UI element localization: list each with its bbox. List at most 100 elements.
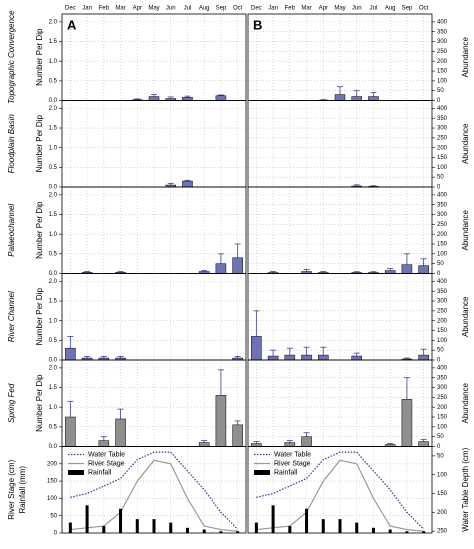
month-label: Aug [385, 6, 396, 12]
rain-bar [288, 526, 291, 533]
y-tick-label: 1.5 [49, 299, 58, 305]
rain-bar [186, 528, 189, 533]
y-tick-label: 250 [437, 222, 448, 228]
rain-bar [272, 505, 275, 533]
month-label: Jun [166, 6, 176, 12]
y2-tick-label: 200 [437, 510, 448, 516]
y-tick-label: 300 [437, 385, 448, 391]
y-tick-label: 1.5 [49, 39, 58, 45]
y-tick-label: 0.5 [49, 424, 58, 430]
rain-bar [136, 519, 139, 533]
y-axis-label: Number Per Dip [35, 288, 44, 346]
bar [65, 417, 75, 446]
bar [302, 437, 312, 447]
bar [419, 355, 429, 360]
bar [216, 395, 226, 446]
bar [182, 97, 192, 100]
rain-bar [305, 509, 308, 533]
month-label: Sep [216, 6, 227, 12]
y2-tick-label: 50 [437, 453, 444, 459]
y-tick-label: 0.0 [49, 98, 58, 104]
month-label: Dec [251, 6, 262, 12]
y-tick-label: 0.0 [49, 271, 58, 277]
month-label: Sep [402, 6, 413, 12]
y-tick-label: 50 [50, 513, 57, 519]
y-tick-label: 0 [437, 358, 441, 364]
y-tick-label: 100 [437, 78, 448, 84]
bar [285, 355, 295, 360]
bar [352, 97, 362, 101]
y2-axis-label: Water Table Depth (cm) [461, 447, 470, 531]
y-tick-label: 200 [437, 318, 448, 324]
bar [368, 97, 378, 101]
y-tick-label: 2.0 [49, 19, 58, 25]
y-axis-label: Abundance [461, 382, 470, 423]
y2-tick-label: 100 [437, 472, 448, 478]
month-label: Jul [184, 6, 192, 12]
y-tick-label: 1.0 [49, 318, 58, 324]
y-axis-label: River Stage (cm) [7, 459, 16, 519]
bar [251, 444, 261, 447]
rain-bar [153, 519, 156, 533]
y-tick-label: 400 [437, 365, 448, 371]
month-label: Feb [285, 6, 296, 12]
bar [233, 425, 243, 447]
y-tick-label: 1.0 [49, 405, 58, 411]
rain-bar [322, 519, 325, 533]
y-tick-label: 350 [437, 29, 448, 35]
y-tick-label: 0.5 [49, 78, 58, 84]
rain-bar [102, 526, 105, 533]
bar [302, 355, 312, 360]
y-tick-label: 1.0 [49, 232, 58, 238]
y-tick-label: 50 [437, 348, 444, 354]
y-tick-label: 50 [437, 88, 444, 94]
y-tick-label: 250 [437, 49, 448, 55]
y-tick-label: 150 [437, 415, 448, 421]
legend-swatch [68, 470, 84, 475]
y-tick-label: 200 [437, 59, 448, 65]
y-tick-label: 200 [47, 461, 58, 467]
y-tick-label: 1.5 [49, 385, 58, 391]
rain-bar [119, 509, 122, 533]
y-tick-label: 100 [437, 165, 448, 171]
y-tick-label: 400 [437, 19, 448, 25]
y2-tick-label: 250 [437, 529, 448, 535]
row-label: River Channel [7, 291, 16, 342]
bar [352, 356, 362, 360]
y-tick-label: 150 [437, 242, 448, 248]
y-tick-label: 1.5 [49, 212, 58, 218]
y-tick-label: 200 [437, 145, 448, 151]
month-label: Jul [370, 6, 378, 12]
rain-bar [169, 523, 172, 533]
month-label: Jun [352, 6, 362, 12]
y-axis-label: Abundance [461, 209, 470, 250]
panel-letter: B [253, 17, 262, 32]
bar [335, 95, 345, 101]
bar [419, 442, 429, 447]
bar [116, 419, 126, 447]
y-tick-label: 100 [437, 424, 448, 430]
bar [318, 355, 328, 360]
y-tick-label: 100 [437, 338, 448, 344]
rain-bar [255, 523, 258, 533]
y-tick-label: 1.5 [49, 126, 58, 132]
y-tick-label: 100 [437, 251, 448, 257]
y-axis-label: Number Per Dip [35, 374, 44, 432]
rain-bar [203, 530, 206, 533]
y-tick-label: 350 [437, 375, 448, 381]
month-label: Jan [268, 6, 278, 12]
legend-label: Water Table [88, 451, 125, 458]
month-label: Apr [319, 6, 328, 12]
month-label: Jan [82, 6, 92, 12]
month-label: Feb [99, 6, 110, 12]
y-tick-label: 50 [437, 434, 444, 440]
y-tick-label: 0 [437, 271, 441, 277]
month-label: Oct [419, 6, 429, 12]
row-label: Floodplain Basin [7, 114, 16, 174]
y-axis-label: Number Per Dip [35, 115, 44, 173]
legend-label: River Stage [88, 460, 125, 467]
y-tick-label: 0 [54, 531, 58, 537]
y-tick-label: 0 [437, 444, 441, 450]
y-tick-label: 0.0 [49, 444, 58, 450]
